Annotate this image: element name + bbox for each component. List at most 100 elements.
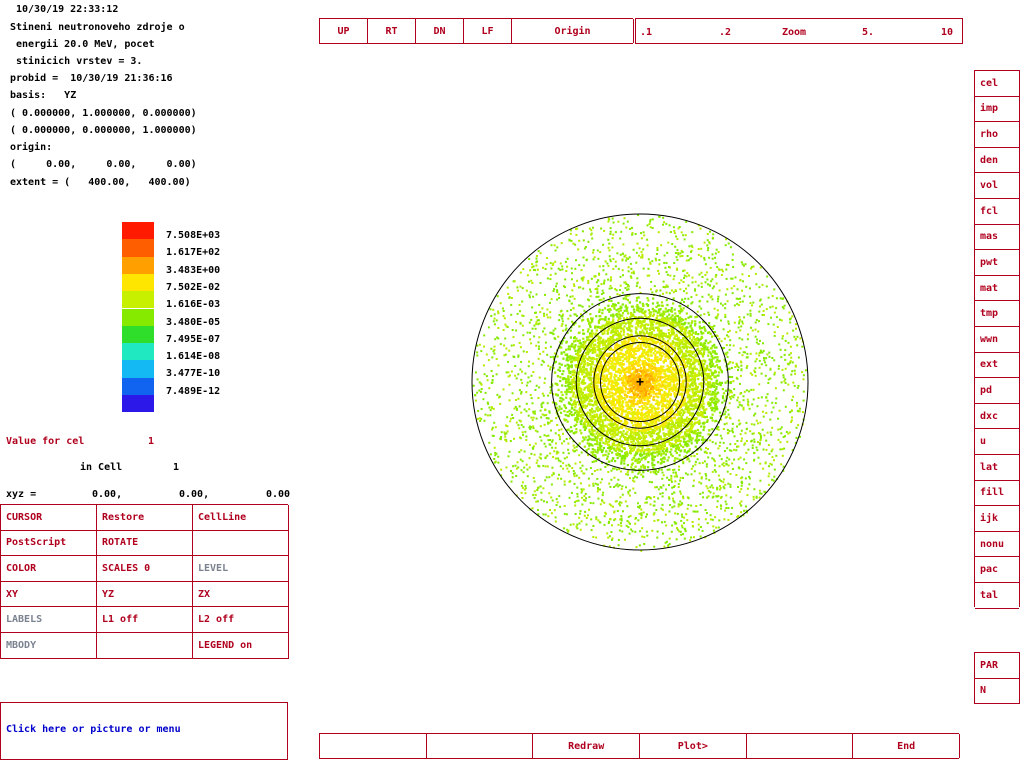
- status-box[interactable]: Click here or picture or menu: [0, 702, 288, 760]
- basis: basis: YZ: [10, 90, 77, 101]
- legend-swatch: [122, 343, 154, 361]
- flux-pixels: [472, 214, 807, 552]
- in-cell-label: in Cell: [80, 462, 123, 473]
- legend-swatch: [122, 308, 154, 326]
- legend-label: 7.495E-07: [166, 333, 221, 345]
- cell-boundary-circle: [600, 342, 680, 422]
- menu-item-vol[interactable]: vol: [975, 173, 1019, 199]
- right-button[interactable]: RT: [368, 19, 416, 43]
- basis-vector-2: ( 0.000000, 0.000000, 1.000000): [10, 125, 197, 136]
- right-menu: cel imp rho den vol fcl mas pwt mat tmp wwn ext pd dx…: [974, 70, 1020, 609]
- menu-item-n[interactable]: N: [975, 679, 1019, 705]
- bottom-empty-button: [747, 734, 854, 758]
- menu-item-lat[interactable]: lat: [975, 455, 1019, 481]
- menu-item-cel[interactable]: cel: [975, 71, 1019, 97]
- legend-swatch: [122, 325, 154, 344]
- legend-label: 3.483E+00: [166, 264, 221, 276]
- cursor-crosshair-icon: +: [636, 375, 644, 390]
- control-cellline[interactable]: CellLine: [193, 505, 289, 531]
- menu-item-pac[interactable]: pac: [975, 557, 1019, 583]
- menu-item-ijk[interactable]: ijk: [975, 506, 1019, 532]
- control-empty: [193, 530, 289, 557]
- origin-values: ( 0.00, 0.00, 0.00): [10, 159, 197, 170]
- xyz-x: 0.00,: [92, 489, 123, 500]
- menu-item-dxc[interactable]: dxc: [975, 404, 1019, 430]
- control-labels[interactable]: LABELS: [1, 607, 97, 633]
- zoom-tick-5: 5.: [862, 27, 875, 38]
- zoom-bar[interactable]: .1 .2 Zoom 5. 10: [635, 18, 963, 44]
- control-rotate[interactable]: ROTATE: [97, 530, 193, 557]
- control-xy[interactable]: XY: [1, 581, 97, 608]
- legend-swatch: [122, 291, 154, 309]
- menu-item-pd[interactable]: pd: [975, 378, 1019, 404]
- control-mbody[interactable]: MBODY: [1, 633, 97, 659]
- legend-swatch: [122, 395, 154, 413]
- down-button[interactable]: DN: [416, 19, 464, 43]
- legend-swatch: [122, 360, 154, 378]
- control-cursor[interactable]: CURSOR: [1, 505, 97, 531]
- geometry-plot[interactable]: +: [460, 205, 820, 565]
- origin-button[interactable]: Origin: [512, 19, 634, 43]
- menu-item-u[interactable]: u: [975, 429, 1019, 455]
- menu-item-mat[interactable]: mat: [975, 276, 1019, 302]
- left-button[interactable]: LF: [464, 19, 512, 43]
- control-scales-0[interactable]: SCALES 0: [97, 556, 193, 582]
- value-for-label: Value for cel: [6, 436, 85, 447]
- menu-item-imp[interactable]: imp: [975, 97, 1019, 123]
- legend-label: 3.480E-05: [166, 316, 221, 328]
- origin-label: origin:: [10, 142, 53, 153]
- bottom-redraw-button[interactable]: Redraw: [533, 734, 640, 758]
- legend-swatch: [122, 273, 154, 292]
- cell-boundary-circle: [551, 293, 729, 471]
- in-cell-number: 1: [173, 462, 180, 473]
- up-button[interactable]: UP: [320, 19, 368, 43]
- legend-swatch: [122, 256, 154, 274]
- title-line-1: Stineni neutronoveho zdroje o: [10, 22, 185, 33]
- value-for-number: 1: [148, 436, 155, 447]
- legend-swatch: [122, 222, 154, 240]
- menu-item-den[interactable]: den: [975, 148, 1019, 174]
- menu-item-ext[interactable]: ext: [975, 353, 1019, 379]
- control-yz[interactable]: YZ: [97, 581, 193, 608]
- bottom-plot-button[interactable]: Plot>: [640, 734, 747, 758]
- menu-item-nonu[interactable]: nonu: [975, 532, 1019, 558]
- title-line-2: energii 20.0 MeV, pocet: [10, 39, 155, 50]
- menu-item-fill[interactable]: fill: [975, 481, 1019, 507]
- legend-label: 3.477E-10: [166, 368, 221, 380]
- control-zx[interactable]: ZX: [193, 581, 289, 608]
- menu-item-par[interactable]: PAR: [975, 653, 1019, 679]
- menu-item-pwt[interactable]: pwt: [975, 250, 1019, 276]
- extent: extent = ( 400.00, 400.00): [10, 177, 191, 188]
- menu-item-mas[interactable]: mas: [975, 225, 1019, 251]
- legend-label: 7.489E-12: [166, 385, 221, 397]
- menu-item-rho[interactable]: rho: [975, 122, 1019, 148]
- cell-boundary-circle: [593, 335, 687, 429]
- zoom-tick-01: .1: [640, 27, 653, 38]
- control-restore[interactable]: Restore: [97, 505, 193, 531]
- legend-label: 1.614E-08: [166, 351, 221, 363]
- control-grid: CURSOR Restore CellLine PostScript ROTATE COL…: [0, 504, 289, 659]
- menu-item-tal[interactable]: tal: [975, 583, 1019, 609]
- control-color[interactable]: COLOR: [1, 556, 97, 582]
- control-l1-off[interactable]: L1 off: [97, 607, 193, 633]
- right-menu-secondary: PAR N: [974, 652, 1020, 705]
- bottom-empty-button: [320, 734, 427, 758]
- basis-vector-1: ( 0.000000, 1.000000, 0.000000): [10, 108, 197, 119]
- control-empty: [97, 633, 193, 659]
- control-postscript[interactable]: PostScript: [1, 530, 97, 557]
- legend-swatch: [122, 377, 154, 395]
- bottom-empty-button: [427, 734, 534, 758]
- control-l2-off[interactable]: L2 off: [193, 607, 289, 633]
- control-legend-on[interactable]: LEGEND on: [193, 633, 289, 659]
- legend-label: 1.617E+02: [166, 247, 221, 259]
- control-level[interactable]: LEVEL: [193, 556, 289, 582]
- menu-item-wwn[interactable]: wwn: [975, 327, 1019, 353]
- menu-item-tmp[interactable]: tmp: [975, 301, 1019, 327]
- zoom-tick-02: .2: [719, 27, 732, 38]
- legend-label: 7.502E-02: [166, 281, 221, 293]
- menu-item-fcl[interactable]: fcl: [975, 199, 1019, 225]
- bottom-end-button[interactable]: End: [853, 734, 960, 758]
- zoom-label: Zoom: [782, 27, 807, 38]
- nav-bar: UP RT DN LF Origin: [319, 18, 634, 44]
- timestamp: 10/30/19 22:33:12: [16, 4, 119, 15]
